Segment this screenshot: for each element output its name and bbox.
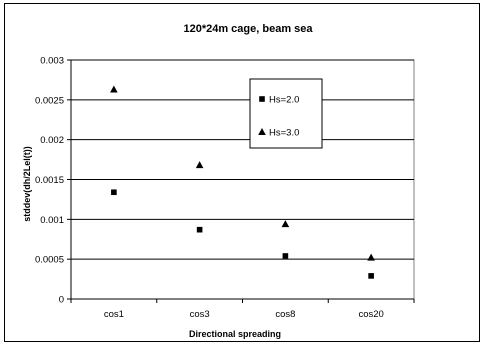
data-point-series-2 [367,253,375,261]
data-point-series-1 [111,189,117,196]
x-tick-label: cos1 [104,309,124,320]
data-point-series-2 [281,220,290,228]
y-tick-label: 0.0015 [35,175,64,186]
chart-title: 120*24m cage, beam sea [183,23,313,35]
y-axis-label: stddev(dh/2Lel(t)) [22,146,32,222]
data-point-series-2 [110,85,118,93]
y-tick-label: 0.001 [40,215,64,226]
x-tick-label: cos3 [190,309,210,320]
y-tick-label: 0.002 [40,135,64,146]
chart-frame: 120*24m cage, beam sea 0 0.0005 0.001 0.001… [4,3,480,342]
legend-marker [258,128,266,135]
legend-label: Hs=3.0 [269,128,299,139]
data-point-series-1 [282,253,289,259]
y-tick-label: 0 [59,295,64,306]
y-tick-label: 0.003 [40,56,64,67]
y-tick-label: 0.0025 [35,95,64,106]
data-point-series-1 [368,273,374,279]
data-marks [110,85,375,279]
legend-marker [259,96,265,102]
y-axis-ticks: 0 0.0005 0.001 0.0015 0.002 0.0025 0.003 [35,56,71,306]
legend-box [249,78,323,149]
chart-svg: 120*24m cage, beam sea 0 0.0005 0.001 0.001… [22,23,415,339]
plot-area [70,59,415,300]
y-tick-label: 0.0005 [35,255,64,266]
data-point-series-2 [195,161,204,169]
data-point-series-1 [196,226,203,233]
x-tick-label: cos8 [275,309,295,320]
legend: Hs=2.0 Hs=3.0 [249,78,323,149]
x-axis-label: Directional spreading [189,329,281,339]
legend-label: Hs=2.0 [269,95,299,106]
x-tick-label: cos20 [358,309,383,320]
x-axis-ticks: cos1 cos3 cos8 cos20 [70,299,415,320]
